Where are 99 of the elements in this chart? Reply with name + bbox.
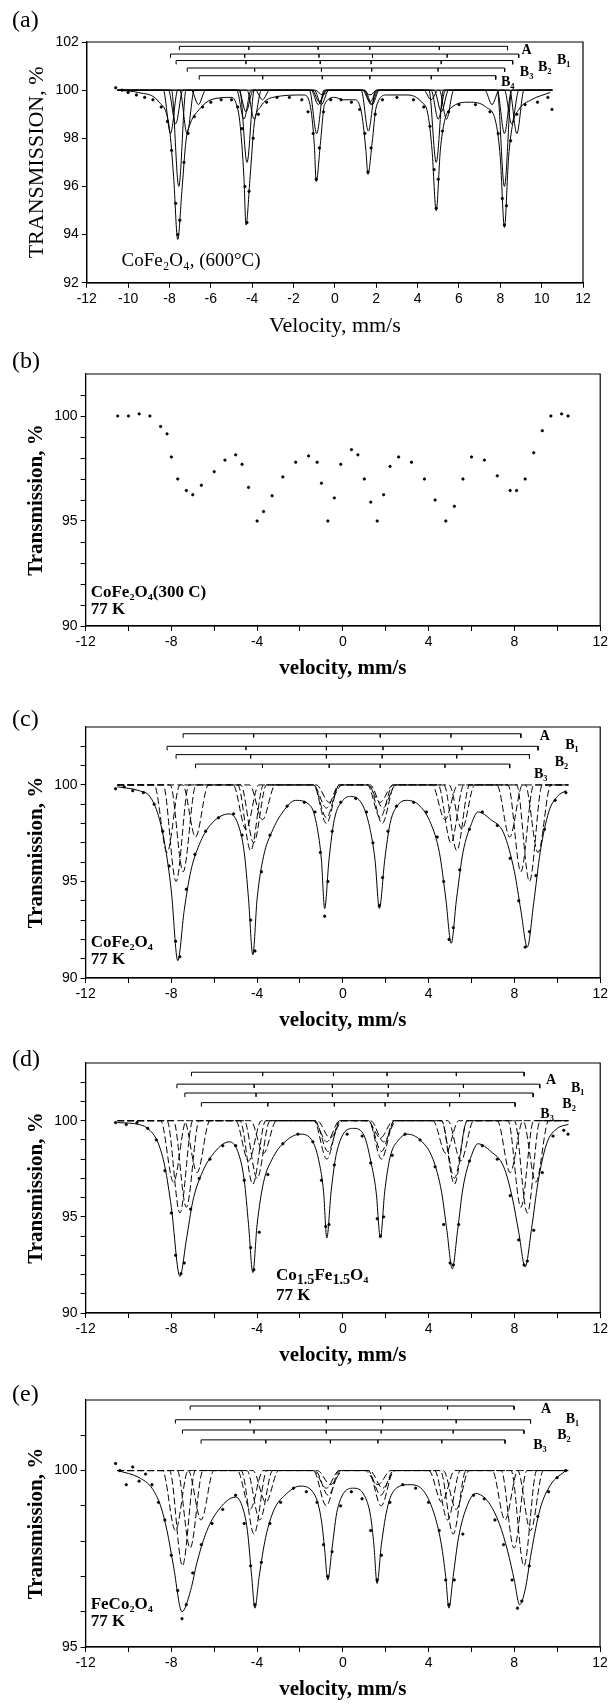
- series-label: B₂: [537, 58, 552, 74]
- series-label: A: [546, 1071, 558, 1087]
- x-axis-title: velocity, mm/s: [279, 1341, 407, 1366]
- x-tick-label: -12: [75, 1320, 96, 1337]
- annotation: 77 K: [275, 1285, 311, 1305]
- y-tick-label: 90: [61, 616, 78, 633]
- x-tick-label: 8: [496, 290, 505, 307]
- y-tick-label: 95: [61, 511, 78, 528]
- series-label: B₃: [519, 64, 534, 80]
- x-tick-label: -4: [250, 1320, 264, 1337]
- y-tick-label: 90: [61, 968, 78, 985]
- x-tick-label: -8: [165, 1320, 178, 1337]
- y-tick-label: 92: [63, 273, 79, 290]
- text: B₁: [570, 1079, 585, 1095]
- x-tick-label: -6: [204, 290, 218, 307]
- x-tick-label: -8: [165, 985, 178, 1002]
- x-tick-label: 8: [510, 633, 519, 650]
- y-tick-label: 90: [61, 1303, 78, 1320]
- y-tick-label: 96: [63, 177, 79, 194]
- x-tick-label: 12: [592, 633, 609, 650]
- chart-title: (a): [12, 6, 39, 33]
- y-tick-label: 100: [54, 1111, 78, 1128]
- x-tick-label: 12: [592, 985, 609, 1002]
- x-tick-label: 8: [510, 985, 519, 1002]
- x-tick-label: 4: [424, 1654, 433, 1671]
- y-tick-label: 98: [63, 129, 79, 146]
- annotation: 77 K: [90, 599, 126, 619]
- x-tick-label: 12: [592, 1654, 608, 1671]
- y-tick-label: 102: [55, 32, 79, 49]
- text: B₃: [533, 1437, 547, 1453]
- y-axis-title: Transmission, %: [23, 1447, 48, 1600]
- x-axis-title: velocity, mm/s: [279, 1006, 407, 1031]
- y-axis-title: Transmission, %: [23, 1112, 48, 1264]
- x-tick-label: 4: [413, 290, 422, 307]
- series-label: B₃: [540, 1106, 554, 1122]
- x-tick-label: 6: [455, 290, 464, 307]
- chart-title: (c): [12, 705, 39, 732]
- series-label: A: [540, 1401, 552, 1417]
- x-tick-label: -4: [250, 985, 264, 1002]
- annotation: 77 K: [90, 1611, 126, 1631]
- text: B₁: [565, 1410, 580, 1426]
- series-label: B₄: [500, 73, 516, 89]
- x-axis-title: velocity, mm/s: [279, 654, 407, 679]
- x-tick-label: -2: [287, 290, 300, 307]
- x-tick-label: 8: [510, 1320, 519, 1337]
- y-tick-label: 94: [63, 225, 79, 242]
- y-axis-title: Transmission, %: [23, 424, 48, 576]
- annotation: CoFe₂O₄(300 C): [90, 582, 207, 602]
- x-axis-title: Velocity, mm/s: [268, 311, 401, 337]
- y-tick-label: 95: [61, 1207, 78, 1224]
- text: B₂: [562, 1096, 576, 1112]
- text: B₂: [557, 1427, 571, 1443]
- series-label: B₃: [533, 765, 548, 781]
- y-axis-title: TRANSMISSION, %: [22, 66, 48, 259]
- x-tick-label: -4: [250, 1654, 264, 1671]
- x-tick-label: -12: [75, 633, 96, 650]
- chart-title: (e): [12, 1380, 39, 1407]
- y-tick-label: 100: [54, 775, 78, 792]
- x-tick-label: -12: [75, 985, 96, 1002]
- x-tick-label: -4: [250, 633, 264, 650]
- series-label: A: [521, 41, 533, 57]
- chart-title: (d): [12, 1045, 40, 1072]
- x-tick-label: 4: [424, 633, 433, 650]
- x-tick-label: 0: [338, 1654, 347, 1671]
- x-tick-label: 0: [338, 985, 347, 1002]
- x-tick-label: 4: [424, 985, 433, 1002]
- x-tick-label: 0: [330, 290, 339, 307]
- y-tick-label: 95: [61, 872, 78, 889]
- chart-title: (b): [12, 347, 40, 374]
- x-tick-label: -12: [76, 290, 98, 307]
- annotation: CoFe₂O₄: [90, 931, 153, 951]
- y-tick-label: 100: [54, 406, 78, 423]
- x-tick-label: 10: [533, 290, 550, 307]
- x-tick-label: -8: [165, 633, 178, 650]
- x-tick-label: -12: [75, 1654, 96, 1671]
- annotation: FeCo₂O₄: [90, 1594, 153, 1614]
- series-label: A: [539, 728, 551, 744]
- x-tick-label: 0: [338, 1320, 347, 1337]
- series-label: B₂: [554, 754, 569, 770]
- x-tick-label: 4: [424, 1320, 433, 1337]
- x-tick-label: 0: [338, 633, 347, 650]
- x-tick-label: -4: [245, 290, 259, 307]
- x-tick-label: 12: [592, 1320, 609, 1337]
- annotation: CoFe₂O₄, (600°C): [121, 249, 261, 271]
- y-tick-label: 100: [55, 81, 79, 98]
- x-tick-label: 2: [372, 290, 381, 307]
- y-axis-title: Transmission, %: [23, 776, 48, 929]
- x-tick-label: -10: [117, 290, 139, 307]
- x-tick-label: -8: [165, 1654, 178, 1671]
- series-label: B₁: [565, 736, 579, 752]
- x-tick-label: 12: [575, 290, 591, 307]
- text: B₁: [556, 52, 571, 68]
- x-axis-title: velocity, mm/s: [279, 1675, 407, 1700]
- x-tick-label: -8: [163, 290, 176, 307]
- annotation: Co$_{1.5}$Fe$_{1.5}$O₄: [275, 1264, 369, 1287]
- annotation: 77 K: [90, 948, 126, 968]
- x-tick-label: 8: [510, 1654, 519, 1671]
- y-tick-label: 100: [54, 1461, 78, 1478]
- y-tick-label: 95: [61, 1637, 78, 1654]
